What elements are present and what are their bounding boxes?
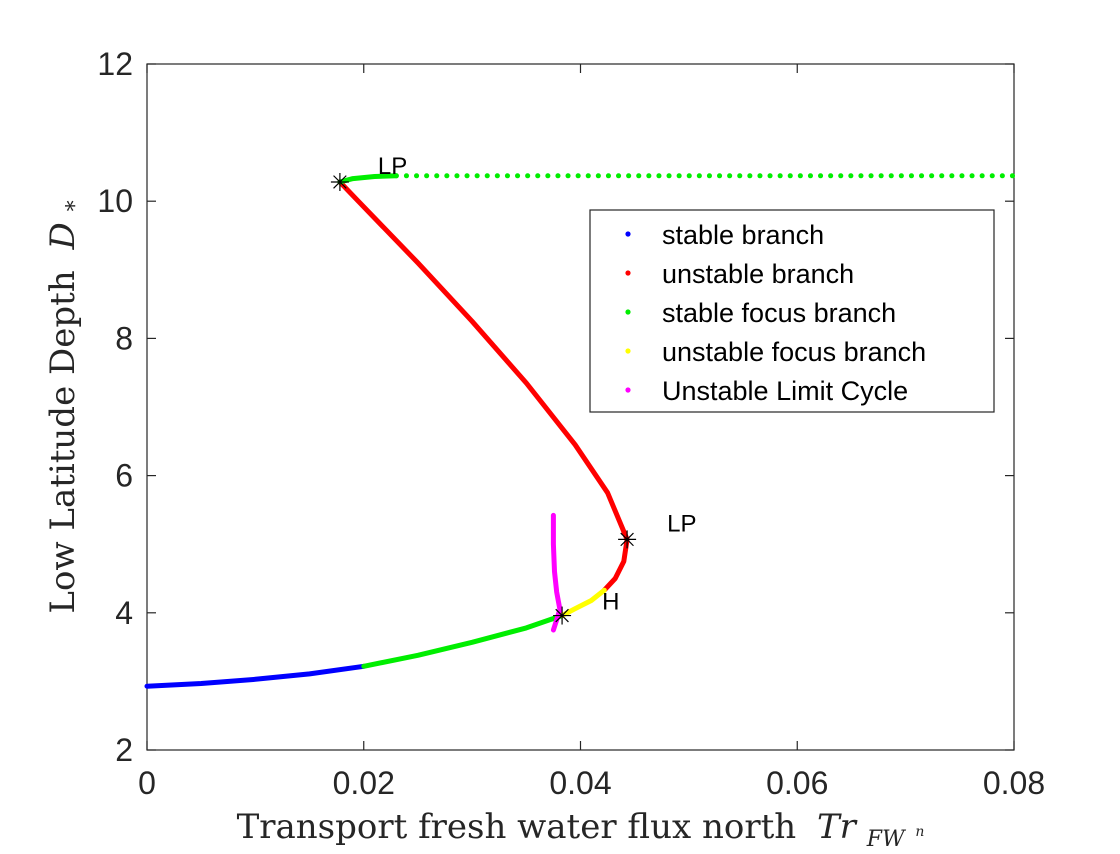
- y-tick-label: 2: [115, 732, 133, 768]
- legend-label: Unstable Limit Cycle: [662, 376, 908, 406]
- bifurcation-marker: [553, 606, 572, 625]
- y-tick-label: 4: [115, 595, 133, 631]
- legend-box: [589, 209, 995, 413]
- marker-label: LP: [667, 510, 696, 537]
- x-axis-title: Transport fresh water flux north Tr FW n: [237, 807, 925, 854]
- y-tick-label: 12: [97, 46, 133, 82]
- x-tick-label: 0: [138, 765, 156, 801]
- series-line: [144, 663, 367, 689]
- curves: [144, 173, 1017, 689]
- legend-swatch: [625, 348, 631, 354]
- legend-swatch: [625, 270, 631, 276]
- y-axis-title: Low Latitude Depth D *: [43, 200, 88, 613]
- legend: stable branch unstable branch stable focus…: [589, 209, 995, 413]
- series-line: [559, 587, 607, 618]
- x-tick-label: 0.06: [766, 765, 828, 801]
- series-line: [550, 512, 563, 633]
- x-tick-label: 0.02: [333, 765, 395, 801]
- marker-label: LP: [378, 153, 407, 180]
- bifurcation-marker: [330, 172, 349, 191]
- x-tick-label: 0.08: [983, 765, 1045, 801]
- legend-label: stable focus branch: [662, 298, 896, 328]
- legend-swatch: [625, 231, 631, 237]
- series-line: [337, 179, 630, 593]
- axes: 0 0.02 0.04 0.06 0.08 2 4 6 8 10 12: [97, 46, 1045, 801]
- y-tick-label: 8: [115, 320, 133, 356]
- axis-titles: Transport fresh water flux north Tr FW n…: [43, 200, 925, 854]
- series-line: [337, 173, 399, 185]
- y-tick-label: 6: [115, 458, 133, 494]
- markers: LP LP H: [330, 153, 696, 625]
- marker-label: H: [602, 589, 619, 616]
- legend-label: unstable branch: [662, 259, 854, 289]
- marker-stroke: [620, 532, 634, 547]
- marker-stroke: [333, 175, 347, 189]
- legend-swatch: [625, 387, 631, 393]
- marker-stroke: [555, 608, 569, 623]
- x-tick-label: 0.04: [549, 765, 611, 801]
- legend-label: unstable focus branch: [662, 337, 926, 367]
- bifurcation-marker: [618, 530, 637, 549]
- legend-swatch: [625, 309, 631, 315]
- series-line: [361, 613, 565, 669]
- y-tick-label: 10: [97, 183, 133, 219]
- legend-label: stable branch: [662, 220, 824, 250]
